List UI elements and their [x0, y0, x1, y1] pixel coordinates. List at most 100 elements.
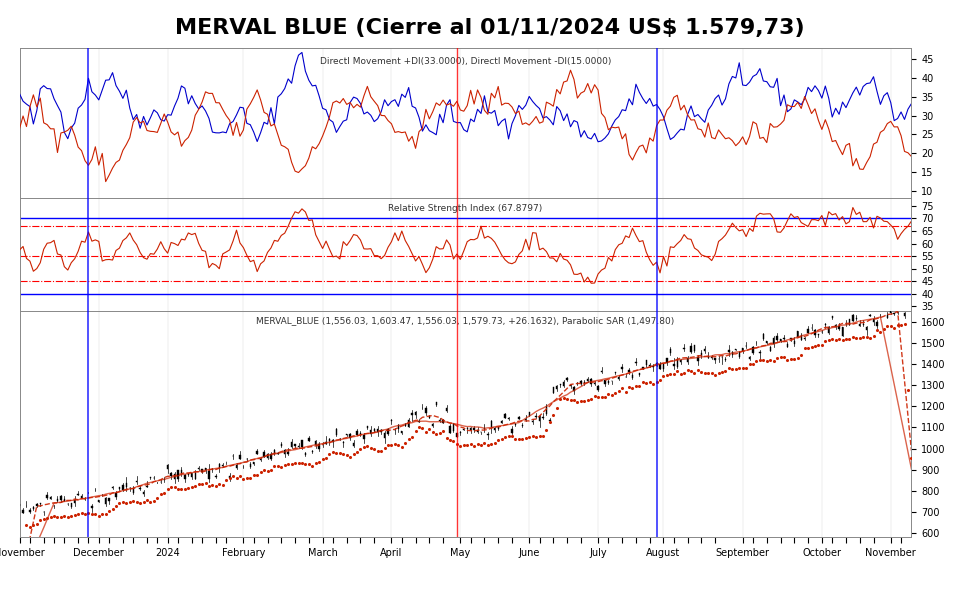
Point [408, 426, 423, 436]
Bar [477, 430, 478, 432]
Point [742, 359, 758, 369]
Point [294, 458, 310, 467]
Bar [19, 504, 21, 506]
Point [731, 363, 747, 373]
Point [824, 334, 840, 343]
Point [387, 439, 403, 449]
Point [508, 434, 523, 444]
Point [360, 441, 375, 450]
Bar [294, 444, 296, 447]
Point [872, 327, 888, 336]
Bar [491, 421, 492, 427]
Bar [484, 428, 485, 429]
Point [683, 366, 699, 376]
Point [219, 475, 234, 484]
Point [180, 483, 196, 493]
Bar [77, 494, 78, 495]
Bar [239, 455, 241, 458]
Point [246, 470, 262, 480]
Point [19, 521, 34, 530]
Point [187, 481, 203, 491]
Bar [591, 379, 592, 384]
Point [728, 364, 744, 374]
Point [900, 385, 915, 395]
Bar [64, 499, 65, 501]
Bar [608, 381, 610, 383]
Point [287, 458, 303, 467]
Point [256, 466, 271, 475]
Point [694, 367, 710, 377]
Point [528, 432, 544, 442]
Point [621, 383, 637, 392]
Bar [329, 439, 330, 441]
Point [29, 519, 45, 529]
Point [446, 436, 462, 446]
Bar [856, 318, 857, 319]
Point [260, 466, 275, 475]
Point [335, 449, 351, 458]
Point [312, 457, 327, 466]
Point [856, 333, 871, 342]
Bar [594, 383, 595, 384]
Point [501, 432, 516, 441]
Point [817, 336, 833, 346]
Bar [673, 364, 674, 365]
Bar [728, 350, 729, 352]
Point [215, 481, 230, 490]
Bar [842, 327, 843, 336]
Bar [711, 356, 712, 358]
Point [298, 459, 314, 469]
Bar [315, 441, 317, 445]
Bar [305, 453, 306, 455]
Bar [250, 464, 251, 467]
Point [772, 352, 788, 362]
Point [201, 481, 217, 491]
Bar [132, 488, 134, 493]
Bar [408, 420, 410, 427]
Point [167, 482, 182, 492]
Point [456, 440, 471, 450]
Point [191, 479, 207, 489]
Point [701, 368, 716, 377]
Point [514, 434, 530, 444]
Point [390, 440, 406, 450]
Point [765, 356, 781, 365]
Point [267, 461, 282, 470]
Point [838, 334, 854, 344]
Point [783, 354, 799, 364]
Bar [498, 427, 499, 429]
Bar [487, 434, 489, 435]
Point [883, 322, 899, 331]
Point [43, 513, 59, 522]
Bar [146, 486, 148, 487]
Bar [312, 451, 313, 452]
Point [239, 473, 255, 483]
Point [525, 431, 541, 441]
Point [46, 511, 62, 521]
Bar [391, 420, 392, 421]
Point [321, 449, 337, 458]
Point [353, 444, 368, 454]
Bar [32, 507, 34, 509]
Point [504, 432, 519, 441]
Point [638, 378, 654, 388]
Bar [635, 362, 637, 364]
Point [225, 471, 241, 481]
Bar [560, 384, 561, 385]
Bar [525, 418, 526, 420]
Point [439, 433, 455, 442]
Point [580, 395, 596, 405]
Bar [512, 429, 513, 433]
Point [198, 478, 214, 488]
Bar [57, 498, 58, 501]
Bar [432, 424, 433, 426]
Point [105, 504, 121, 513]
Bar [364, 435, 365, 439]
Bar [236, 465, 237, 468]
Bar [890, 311, 892, 313]
Point [67, 510, 82, 520]
Point [631, 381, 647, 390]
Bar [384, 433, 385, 438]
Point [890, 321, 906, 330]
Bar [81, 496, 82, 498]
